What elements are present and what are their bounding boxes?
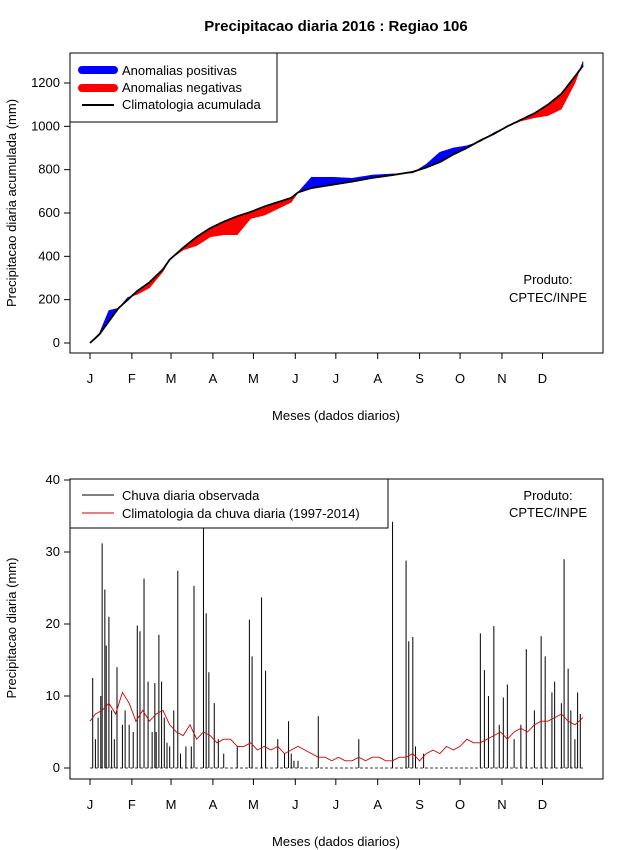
top-y-axis: 0 200 400 600 800 1000 1200 bbox=[31, 75, 70, 350]
bottom-note-cptec: CPTEC/INPE bbox=[509, 505, 587, 520]
climatology-cumulative-line bbox=[89, 65, 584, 344]
x-tick-label: A bbox=[373, 797, 382, 812]
top-note-cptec: CPTEC/INPE bbox=[509, 290, 587, 305]
x-tick-label: M bbox=[166, 797, 177, 812]
x-tick-label: J bbox=[87, 371, 94, 386]
legend-label-daily-climatology: Climatologia da chuva diaria (1997-2014) bbox=[122, 506, 360, 521]
x-tick-label: N bbox=[497, 371, 506, 386]
observed-daily-spikes bbox=[92, 521, 581, 768]
climatology-daily-line bbox=[89, 691, 584, 762]
x-tick-label: M bbox=[248, 371, 259, 386]
top-plot-frame bbox=[69, 52, 604, 354]
top-y-axis-label: Precipitacao diaria acumulada (mm) bbox=[4, 99, 19, 307]
y-tick-label: 200 bbox=[38, 292, 60, 307]
bottom-x-axis-label: Meses (dados diarios) bbox=[272, 834, 400, 849]
top-note-produto: Produto: bbox=[523, 272, 572, 287]
bottom-legend-box bbox=[69, 478, 389, 529]
bottom-chart: 0 10 20 30 40 J F M A M J J A S O N D Precipitacao diar… bbox=[4, 472, 604, 849]
x-tick-label: F bbox=[128, 371, 136, 386]
legend-label-negative: Anomalias negativas bbox=[122, 80, 242, 95]
y-tick-label: 0 bbox=[53, 760, 60, 775]
y-tick-label: 600 bbox=[38, 205, 60, 220]
y-tick-label: 0 bbox=[53, 335, 60, 350]
x-tick-label: M bbox=[166, 371, 177, 386]
x-tick-label: N bbox=[497, 797, 506, 812]
x-tick-label: S bbox=[415, 371, 424, 386]
top-x-axis-label: Meses (dados diarios) bbox=[272, 408, 400, 423]
top-chart: 0 200 400 600 800 1000 1200 J F M A M J J A S O N D Preci… bbox=[4, 52, 604, 423]
x-tick-label: S bbox=[415, 797, 424, 812]
x-tick-label: D bbox=[538, 797, 547, 812]
x-tick-label: D bbox=[538, 371, 547, 386]
bottom-y-axis-label: Precipitacao diaria (mm) bbox=[4, 558, 19, 699]
y-tick-label: 20 bbox=[46, 616, 60, 631]
y-tick-label: 10 bbox=[46, 688, 60, 703]
bottom-note-produto: Produto: bbox=[523, 488, 572, 503]
x-tick-label: M bbox=[248, 797, 259, 812]
x-tick-label: J bbox=[333, 797, 340, 812]
bottom-y-axis: 0 10 20 30 40 bbox=[46, 472, 70, 775]
y-tick-label: 800 bbox=[38, 162, 60, 177]
chart-title: Precipitacao diaria 2016 : Regiao 106 bbox=[204, 18, 467, 35]
x-tick-label: A bbox=[209, 371, 218, 386]
legend-label-observed: Chuva diaria observada bbox=[122, 488, 260, 503]
x-tick-label: O bbox=[455, 797, 465, 812]
legend-label-climatology: Climatologia acumulada bbox=[122, 97, 262, 112]
y-tick-label: 40 bbox=[46, 472, 60, 487]
y-tick-label: 1200 bbox=[31, 75, 60, 90]
y-tick-label: 30 bbox=[46, 544, 60, 559]
y-tick-label: 400 bbox=[38, 248, 60, 263]
x-tick-label: A bbox=[373, 371, 382, 386]
top-legend: Anomalias positivas Anomalias negativas … bbox=[69, 52, 278, 123]
legend-label-positive: Anomalias positivas bbox=[122, 63, 237, 78]
x-tick-label: A bbox=[209, 797, 218, 812]
y-tick-label: 1000 bbox=[31, 118, 60, 133]
x-tick-label: F bbox=[128, 797, 136, 812]
x-tick-label: J bbox=[333, 371, 340, 386]
x-tick-label: J bbox=[87, 797, 94, 812]
x-tick-label: J bbox=[292, 371, 299, 386]
x-tick-label: O bbox=[455, 371, 465, 386]
bottom-legend: Chuva diaria observada Climatologia da c… bbox=[69, 478, 389, 529]
x-tick-label: J bbox=[292, 797, 299, 812]
